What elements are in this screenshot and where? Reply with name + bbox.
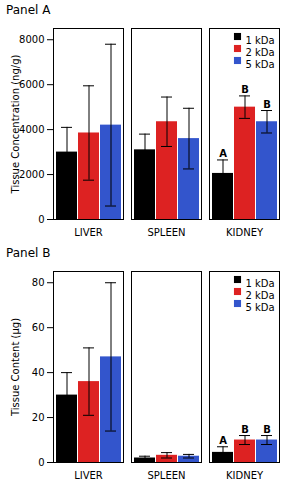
svg-text:4000: 4000 xyxy=(19,124,44,135)
svg-text:B: B xyxy=(241,84,249,95)
svg-text:KIDNEY: KIDNEY xyxy=(226,470,264,481)
svg-text:Tissue Content (μg): Tissue Content (μg) xyxy=(10,318,21,417)
svg-text:2 kDa: 2 kDa xyxy=(246,290,275,301)
svg-text:2 kDa: 2 kDa xyxy=(246,47,275,58)
svg-text:0: 0 xyxy=(38,214,44,225)
svg-text:60: 60 xyxy=(32,322,45,333)
svg-text:2000: 2000 xyxy=(19,169,44,180)
svg-text:SPLEEN: SPLEEN xyxy=(147,470,185,481)
svg-text:40: 40 xyxy=(32,367,45,378)
svg-text:1 kDa: 1 kDa xyxy=(246,278,275,289)
svg-text:20: 20 xyxy=(32,412,45,423)
svg-text:LIVER: LIVER xyxy=(74,470,103,481)
svg-text:A: A xyxy=(219,435,227,446)
html-text:Panel A: Panel A xyxy=(6,3,51,17)
svg-text:SPLEEN: SPLEEN xyxy=(147,227,185,238)
svg-text:5 kDa: 5 kDa xyxy=(246,302,275,313)
svg-text:B: B xyxy=(263,99,271,110)
svg-text:B: B xyxy=(241,424,249,435)
svg-text:1 kDa: 1 kDa xyxy=(246,35,275,46)
svg-text:80: 80 xyxy=(32,277,45,288)
svg-text:B: B xyxy=(263,424,271,435)
svg-text:5 kDa: 5 kDa xyxy=(246,59,275,70)
svg-text:KIDNEY: KIDNEY xyxy=(226,227,264,238)
html-text:Panel B: Panel B xyxy=(6,246,51,260)
svg-text:Tissue Concentration (ng/g): Tissue Concentration (ng/g) xyxy=(10,55,21,195)
svg-text:0: 0 xyxy=(38,457,44,468)
svg-text:A: A xyxy=(219,148,227,159)
svg-text:8000: 8000 xyxy=(19,34,44,45)
svg-text:LIVER: LIVER xyxy=(74,227,103,238)
svg-text:6000: 6000 xyxy=(19,79,44,90)
